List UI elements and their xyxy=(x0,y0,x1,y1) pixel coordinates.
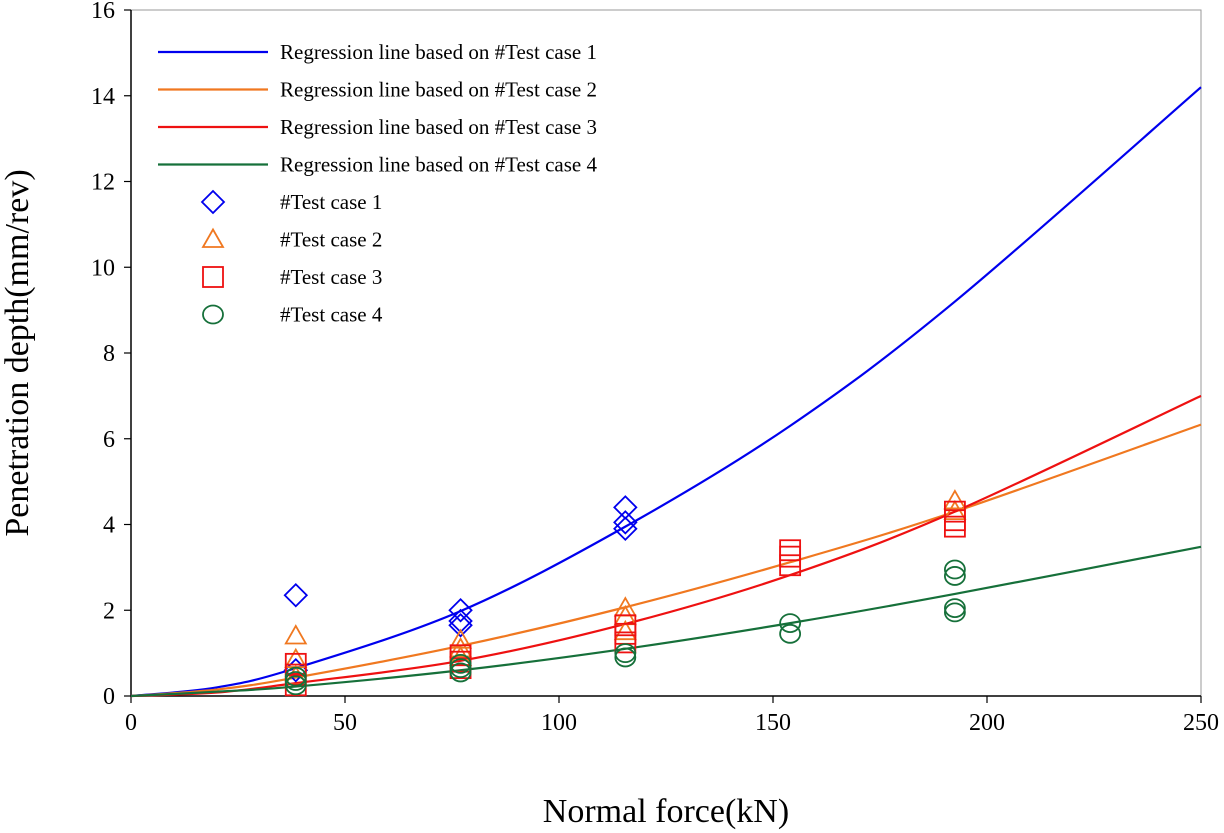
x-tick-label: 250 xyxy=(1183,710,1219,736)
x-tick-label: 200 xyxy=(969,710,1005,736)
y-tick-label: 14 xyxy=(91,84,115,110)
data-point-test-case-4 xyxy=(449,662,472,683)
legend-marker-swatch xyxy=(202,266,224,288)
x-tick-label: 50 xyxy=(333,710,357,736)
data-point-test-case-2 xyxy=(943,489,967,510)
data-point-test-case-4 xyxy=(779,613,802,634)
regression-line-test-case-3 xyxy=(130,394,1202,698)
data-point-test-case-1 xyxy=(613,510,638,535)
data-point-test-case-4 xyxy=(944,566,966,586)
legend-marker-swatch xyxy=(200,189,226,215)
data-point-test-case-3 xyxy=(944,515,966,538)
legend-label: Regression line based on #Test case 1 xyxy=(280,40,597,64)
x-axis-title: Normal force(kN) xyxy=(543,793,789,830)
y-tick-label: 0 xyxy=(103,684,115,710)
data-point-test-case-2 xyxy=(284,624,308,645)
data-point-test-case-1 xyxy=(448,612,473,638)
y-tick-label: 4 xyxy=(103,513,115,539)
y-tick-label: 2 xyxy=(103,598,115,624)
legend: Regression line based on #Test case 1 Reg… xyxy=(158,40,597,327)
data-point-test-case-3 xyxy=(779,554,802,577)
data-point-test-case-1 xyxy=(283,582,309,608)
data-point-test-case-1 xyxy=(448,597,473,623)
y-tick-label: 8 xyxy=(103,341,115,367)
plot-frame xyxy=(130,9,1202,697)
legend-label: Regression line based on #Test case 2 xyxy=(280,78,597,102)
y-tick-label: 12 xyxy=(91,170,115,196)
legend-label: #Test case 3 xyxy=(280,265,382,289)
data-point-test-case-3 xyxy=(779,539,802,562)
data-point-test-case-4 xyxy=(284,671,307,691)
data-point-test-case-2 xyxy=(449,637,473,658)
data-point-test-case-4 xyxy=(284,675,307,696)
data-point-test-case-1 xyxy=(613,495,638,520)
data-point-test-case-4 xyxy=(449,658,472,679)
data-point-test-case-4 xyxy=(284,666,307,687)
data-point-test-case-4 xyxy=(944,602,966,623)
y-tick-label: 10 xyxy=(91,255,115,281)
legend-label: #Test case 4 xyxy=(280,303,383,327)
data-point-test-case-3 xyxy=(614,631,637,654)
x-tick-label: 100 xyxy=(541,710,577,736)
y-tick-label: 6 xyxy=(103,427,115,453)
data-point-test-case-4 xyxy=(944,598,966,619)
regression-lines xyxy=(130,86,1202,698)
y-tick-label: 16 xyxy=(91,0,115,24)
data-points xyxy=(283,489,967,697)
axis-ticks: 0 50 100 150 200 250 0 2 4 6 8 10 12 14 16 xyxy=(91,0,1219,736)
x-tick-label: 0 xyxy=(125,710,137,736)
x-tick-label: 150 xyxy=(755,710,791,736)
data-point-test-case-1 xyxy=(613,516,638,542)
data-point-test-case-4 xyxy=(944,559,966,580)
regression-line-test-case-4 xyxy=(130,545,1202,698)
legend-marker-swatch xyxy=(201,227,225,248)
y-axis-title: Penetration depth(mm/rev) xyxy=(0,169,36,536)
legend-label: Regression line based on #Test case 4 xyxy=(280,153,597,177)
regression-line-test-case-1 xyxy=(130,86,1202,698)
data-point-test-case-4 xyxy=(449,653,472,674)
legend-marker-swatch xyxy=(202,304,224,325)
data-point-test-case-4 xyxy=(614,647,637,668)
legend-label: Regression line based on #Test case 3 xyxy=(280,115,597,139)
data-point-test-case-4 xyxy=(779,623,802,644)
legend-label: #Test case 1 xyxy=(280,190,382,214)
data-point-test-case-4 xyxy=(614,643,637,664)
legend-label: #Test case 2 xyxy=(280,228,382,252)
data-point-test-case-2 xyxy=(613,619,637,641)
